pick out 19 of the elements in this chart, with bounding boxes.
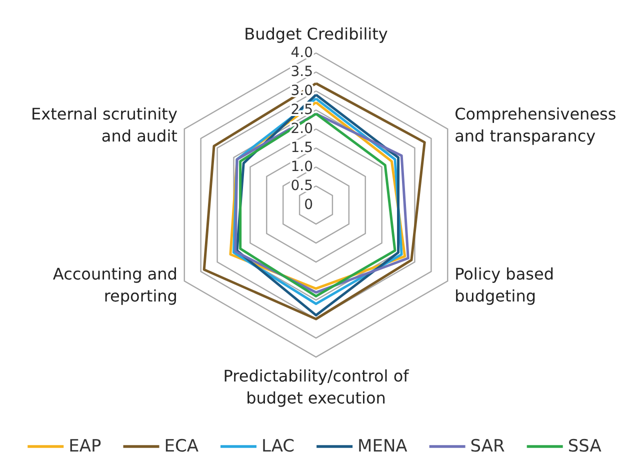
legend-label: ECA	[164, 436, 199, 456]
y-tick-label: 1.5	[290, 140, 313, 156]
y-tick-label: 1.0	[290, 159, 313, 175]
y-tick-label: 2.0	[290, 121, 313, 137]
spoke-label: Budget Credibility	[244, 24, 388, 44]
legend-label: MENA	[358, 436, 408, 456]
legend-label: SAR	[470, 436, 506, 456]
legend-label: EAP	[68, 436, 102, 456]
spoke-label: Predictability/control of budget execution	[223, 366, 410, 408]
spoke-label: Comprehensiveness and transparancy	[454, 104, 616, 146]
legend-label: LAC	[261, 436, 295, 456]
y-tick-label: 0.5	[290, 178, 313, 194]
spoke-label: Accounting and reporting	[52, 264, 178, 306]
legend-label: SSA	[568, 436, 602, 456]
y-tick-label: 3.5	[290, 64, 313, 80]
spoke-label: External scrutinity and audit	[31, 104, 178, 146]
y-tick-label: 4.0	[290, 45, 313, 61]
spoke-label: Policy based budgeting	[454, 264, 554, 306]
y-tick-label: 0	[304, 197, 313, 213]
